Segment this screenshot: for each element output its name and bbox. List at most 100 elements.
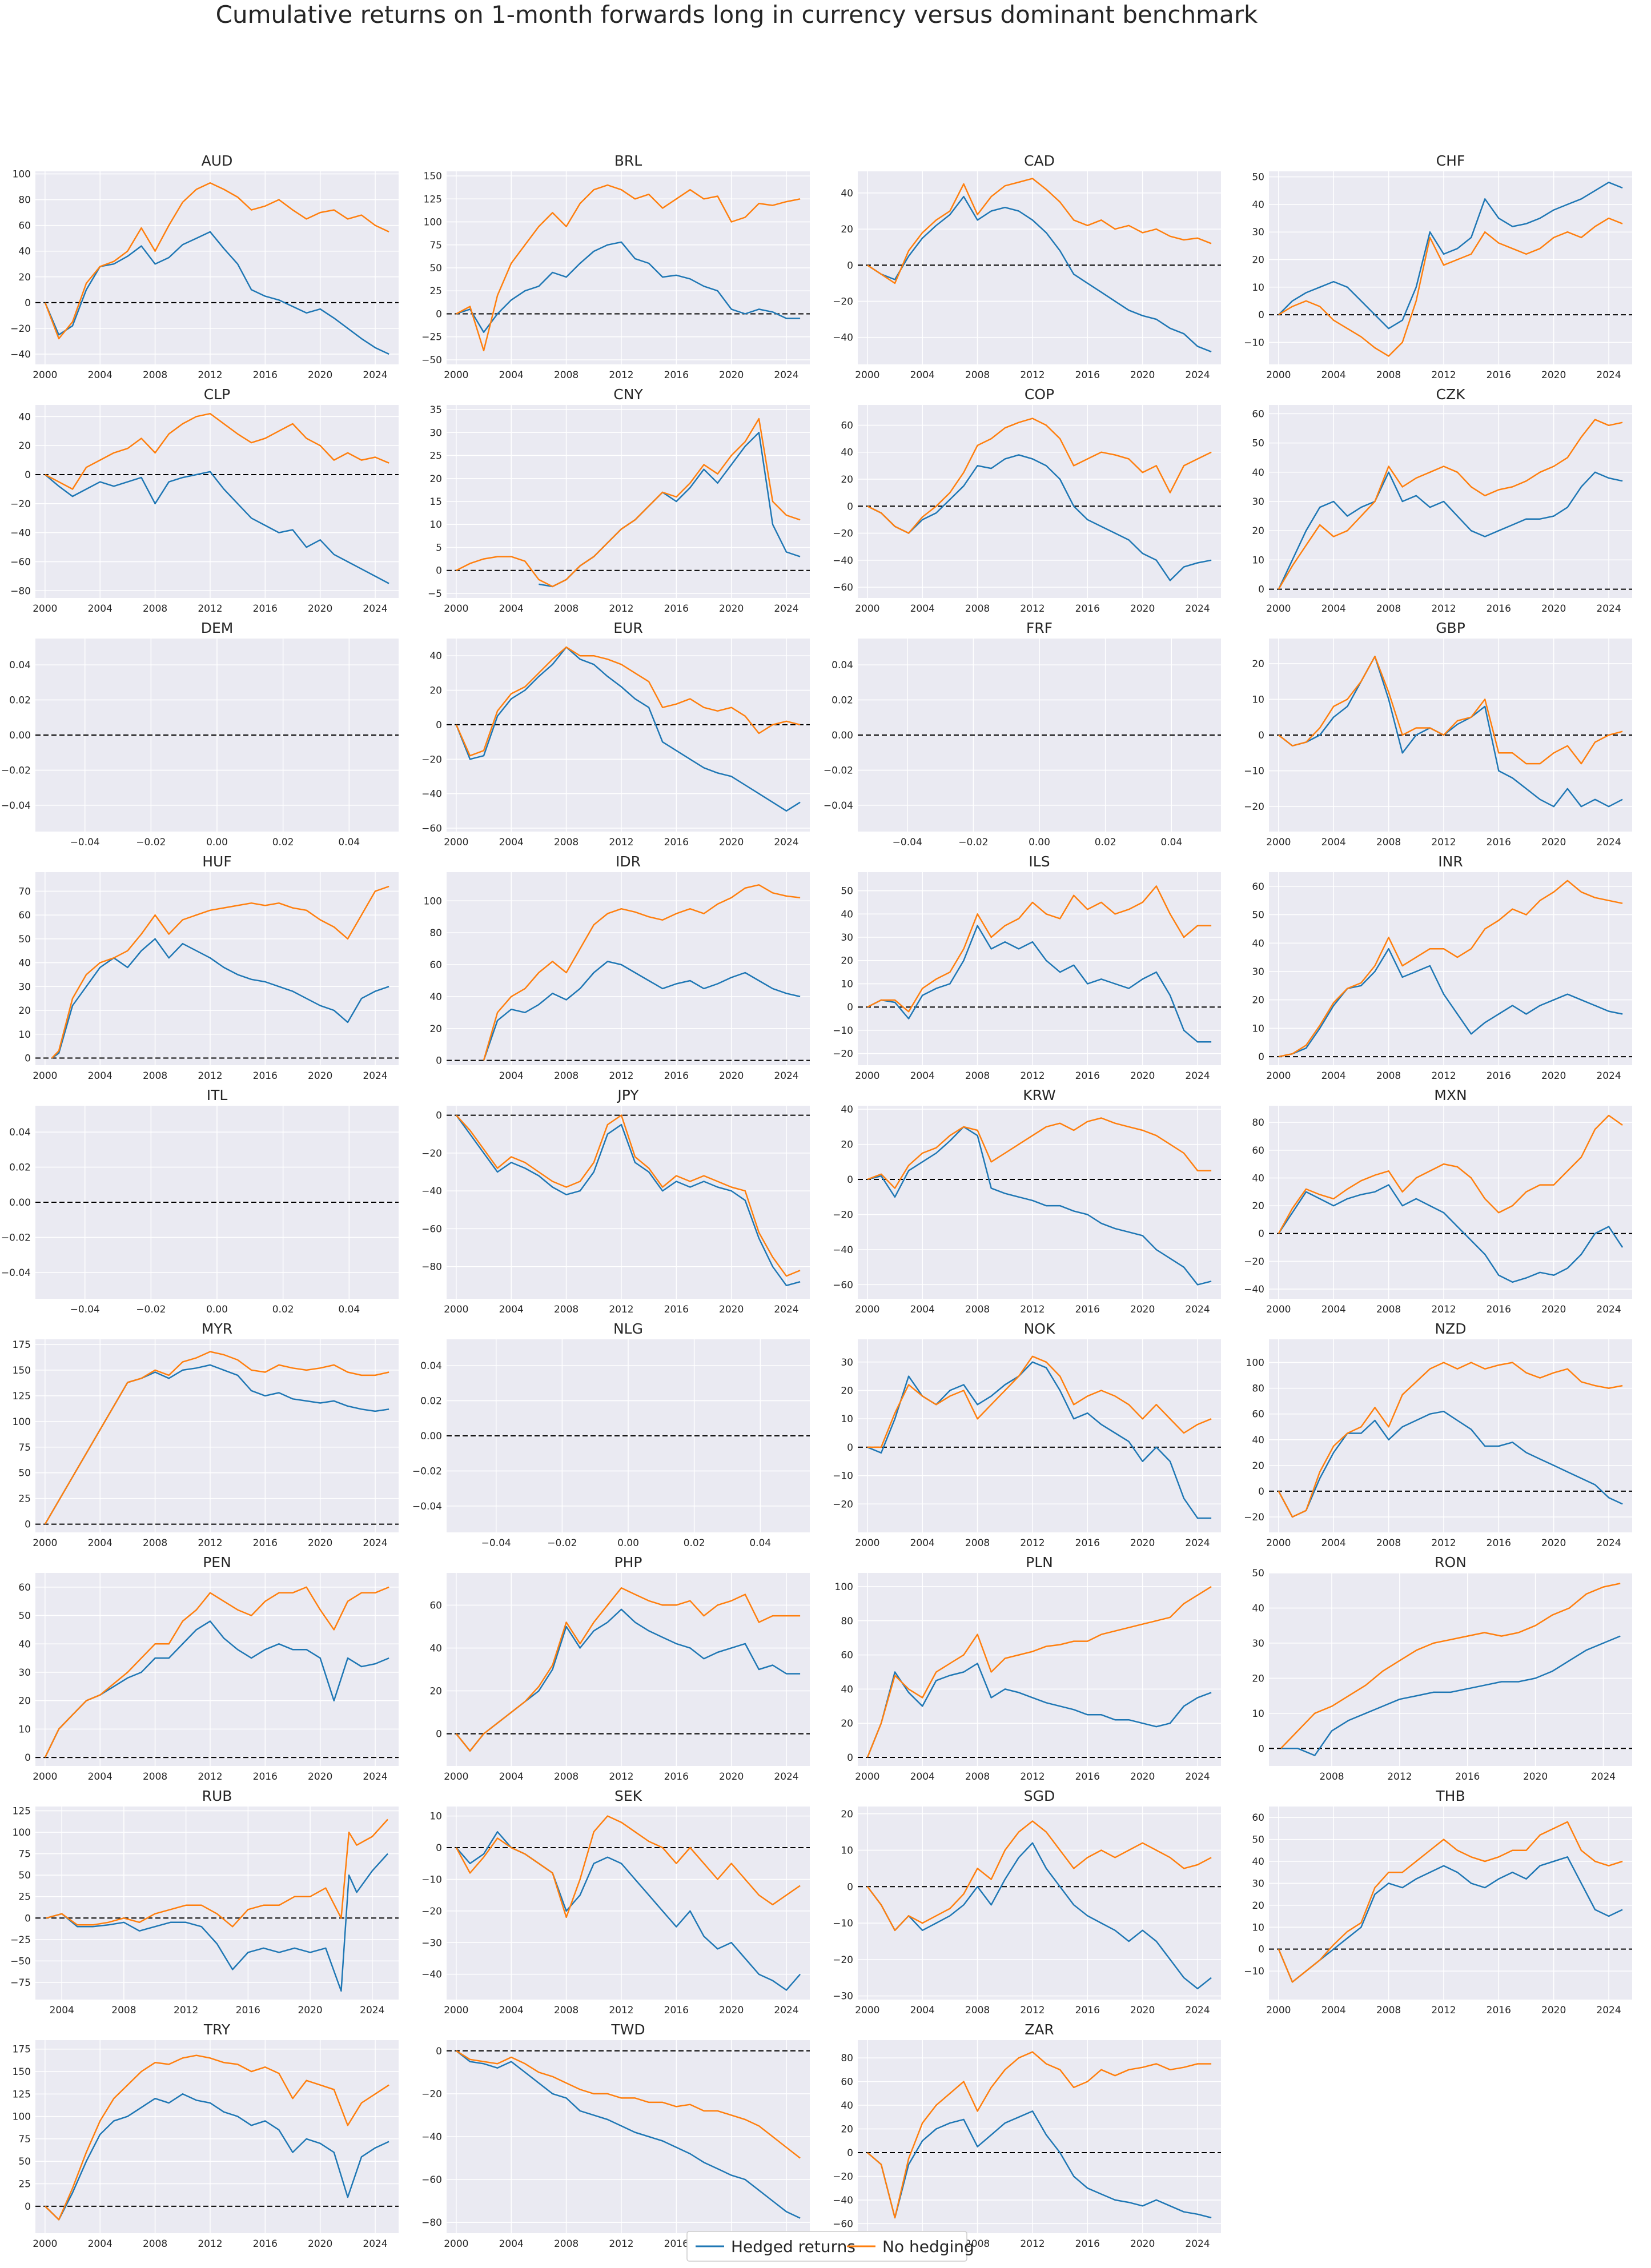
legend-label-nohedge: No hedging: [882, 2237, 974, 2256]
x-tick-label: 2024: [774, 1771, 798, 1783]
x-tick-label: 2000: [444, 2005, 468, 2016]
panel-itl: −0.04 −0.02 0.00 0.02 0.04 −0.04 −0.02 0.00 0.02…: [1, 1087, 399, 1315]
x-tick-label: 2016: [253, 603, 278, 615]
x-tick-label: 2012: [1431, 603, 1456, 615]
x-tick-label: 2020: [1130, 2005, 1155, 2016]
x-tick-label: 2008: [965, 2238, 990, 2250]
y-tick-label: 10: [1252, 282, 1264, 294]
panel-title-mxn: MXN: [1434, 1087, 1467, 1103]
x-tick-label: 2004: [50, 2005, 74, 2016]
y-tick-label: 20: [429, 473, 442, 485]
y-tick-label: 20: [841, 956, 853, 967]
x-tick-label: 2008: [554, 1771, 579, 1783]
x-tick-label: 2000: [855, 1771, 879, 1783]
panel-title-huf: HUF: [202, 853, 231, 870]
x-tick-label: 2012: [1020, 370, 1045, 381]
x-tick-label: 2020: [308, 603, 332, 615]
x-tick-label: 2000: [33, 1538, 57, 1549]
plot-area-clp: [35, 405, 399, 598]
y-tick-label: 40: [18, 246, 31, 258]
x-tick-label: 2000: [1266, 1070, 1291, 1082]
y-tick-label: 80: [841, 1616, 853, 1627]
x-tick-label: 2004: [1321, 370, 1346, 381]
x-tick-label: 2024: [1185, 2238, 1210, 2250]
y-tick-label: 100: [13, 1827, 31, 1839]
y-tick-label: 0.04: [9, 1127, 31, 1138]
x-tick-label: 2000: [1266, 837, 1291, 848]
x-tick-label: 2012: [1020, 1771, 1045, 1783]
x-tick-label: 2012: [198, 2238, 222, 2250]
y-tick-label: 20: [429, 1023, 442, 1035]
series-line-no-hedging-thb: [1278, 1821, 1623, 1983]
y-tick-label: 0: [847, 501, 853, 512]
x-tick-label: 2008: [554, 370, 579, 381]
y-tick-label: 0: [847, 1174, 853, 1186]
y-tick-label: 0: [25, 1519, 31, 1531]
y-tick-label: 0: [25, 298, 31, 309]
x-tick-label: 2004: [88, 603, 113, 615]
y-tick-label: −60: [10, 556, 31, 568]
x-tick-label: 2024: [1185, 603, 1210, 615]
x-tick-label: 2016: [1075, 1771, 1100, 1783]
x-tick-label: 2008: [1376, 1304, 1401, 1315]
y-tick-label: 40: [429, 651, 442, 662]
series-line-hedged-returns-ron: [1280, 1635, 1621, 1756]
series-line-hedged-returns-cop: [867, 454, 1212, 581]
x-tick-label: −0.04: [70, 837, 100, 848]
panel-ron: 2008 2012 2016 2020 2024 0 10 20 30 40 50 RON: [1252, 1554, 1632, 1783]
x-tick-label: 2012: [1431, 1070, 1456, 1082]
x-tick-label: 2000: [1266, 1538, 1291, 1549]
x-tick-label: 2012: [198, 1538, 222, 1549]
y-tick-label: −10: [1244, 1966, 1264, 1977]
y-tick-label: −20: [421, 1906, 442, 1917]
y-tick-label: 15: [429, 496, 442, 508]
x-tick-label: 2000: [1266, 2005, 1291, 2016]
y-tick-label: −0.02: [824, 765, 853, 776]
x-tick-label: 2016: [664, 837, 689, 848]
x-tick-label: 2020: [1130, 1304, 1155, 1315]
panel-cad: 2000 2004 2008 2012 2016 2020 2024 −40 −20 0 20 40 C…: [833, 152, 1221, 381]
y-tick-label: 10: [429, 1811, 442, 1823]
x-tick-label: 2012: [198, 370, 222, 381]
series-line-hedged-returns-try: [45, 2093, 389, 2221]
y-tick-label: −40: [421, 789, 442, 800]
y-tick-label: 0: [1258, 1944, 1264, 1956]
y-tick-label: 40: [841, 2100, 853, 2112]
panel-title-twd: TWD: [610, 2021, 645, 2038]
x-tick-label: 2020: [308, 370, 332, 381]
x-tick-label: 2000: [855, 370, 879, 381]
y-tick-label: 40: [841, 1684, 853, 1695]
x-tick-label: 2024: [1185, 1070, 1210, 1082]
x-tick-label: 2004: [88, 1070, 113, 1082]
panel-title-pen: PEN: [203, 1554, 231, 1571]
x-tick-label: 2004: [1321, 1304, 1346, 1315]
x-tick-label: 2012: [1020, 1304, 1045, 1315]
y-tick-label: 20: [1252, 1460, 1264, 1472]
x-tick-label: 2020: [308, 1538, 332, 1549]
series-line-hedged-returns-mxn: [1278, 1184, 1624, 1283]
y-tick-label: 25: [429, 451, 442, 462]
x-tick-label: 2012: [1431, 1304, 1456, 1315]
y-tick-label: 0: [25, 1913, 31, 1924]
x-tick-label: 2012: [609, 1304, 633, 1315]
x-tick-label: 2004: [1321, 1538, 1346, 1549]
x-tick-label: 2024: [774, 1304, 798, 1315]
x-tick-label: 2004: [910, 603, 935, 615]
y-tick-label: 0: [1258, 1051, 1264, 1063]
x-tick-label: 2008: [554, 1304, 579, 1315]
x-tick-label: 2004: [1321, 603, 1346, 615]
x-tick-label: 2004: [88, 2238, 113, 2250]
y-tick-label: 100: [424, 217, 442, 228]
x-tick-label: 0.02: [272, 1304, 294, 1315]
y-tick-label: 20: [18, 1005, 31, 1017]
x-tick-label: 2008: [554, 2005, 579, 2016]
y-tick-label: −0.02: [1, 765, 31, 776]
y-tick-label: 30: [841, 932, 853, 944]
x-tick-label: 2020: [298, 2005, 322, 2016]
y-tick-label: −20: [421, 1148, 442, 1159]
y-tick-label: 0: [847, 1442, 853, 1454]
y-tick-label: 0: [436, 1110, 442, 1122]
x-tick-label: −0.02: [958, 837, 988, 848]
y-tick-label: −40: [10, 349, 31, 360]
y-tick-label: 35: [429, 404, 442, 416]
